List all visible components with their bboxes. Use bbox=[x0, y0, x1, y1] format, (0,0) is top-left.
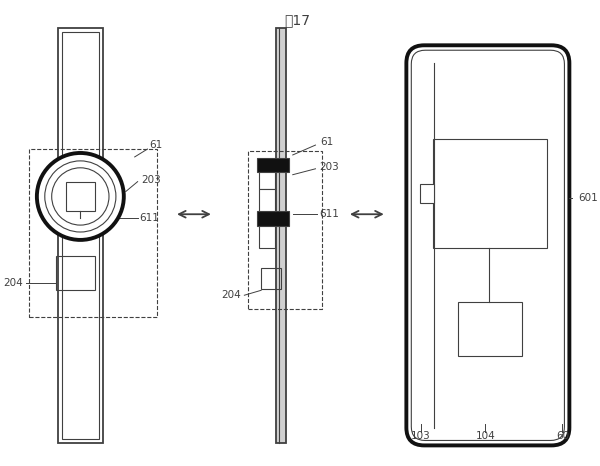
Text: 204: 204 bbox=[3, 278, 23, 288]
Text: 61: 61 bbox=[321, 137, 334, 147]
Text: 103: 103 bbox=[412, 431, 431, 440]
Text: 104: 104 bbox=[476, 431, 495, 440]
Text: 204: 204 bbox=[221, 290, 241, 300]
Bar bbox=[56, 256, 95, 290]
Bar bbox=[248, 151, 322, 309]
Text: 61: 61 bbox=[149, 140, 162, 150]
Text: 60: 60 bbox=[556, 431, 569, 440]
Text: 203: 203 bbox=[319, 162, 339, 172]
Bar bbox=[420, 184, 434, 203]
Bar bbox=[58, 28, 103, 444]
Bar bbox=[276, 28, 286, 444]
Bar bbox=[259, 189, 275, 211]
Text: 203: 203 bbox=[142, 175, 161, 185]
Bar bbox=[458, 302, 522, 356]
Bar bbox=[65, 182, 95, 211]
FancyBboxPatch shape bbox=[406, 45, 569, 445]
Text: 611: 611 bbox=[140, 213, 160, 223]
Bar bbox=[433, 139, 547, 248]
Bar bbox=[261, 267, 281, 289]
Bar bbox=[62, 33, 99, 439]
Circle shape bbox=[37, 153, 124, 240]
Circle shape bbox=[52, 168, 109, 225]
Text: 601: 601 bbox=[578, 193, 598, 204]
Text: 611: 611 bbox=[319, 209, 339, 219]
Bar bbox=[259, 226, 275, 248]
Text: 图17: 图17 bbox=[284, 14, 311, 27]
Bar bbox=[29, 149, 157, 317]
Bar bbox=[257, 158, 289, 172]
Circle shape bbox=[45, 161, 116, 232]
Bar bbox=[259, 172, 275, 189]
Bar bbox=[257, 211, 289, 226]
